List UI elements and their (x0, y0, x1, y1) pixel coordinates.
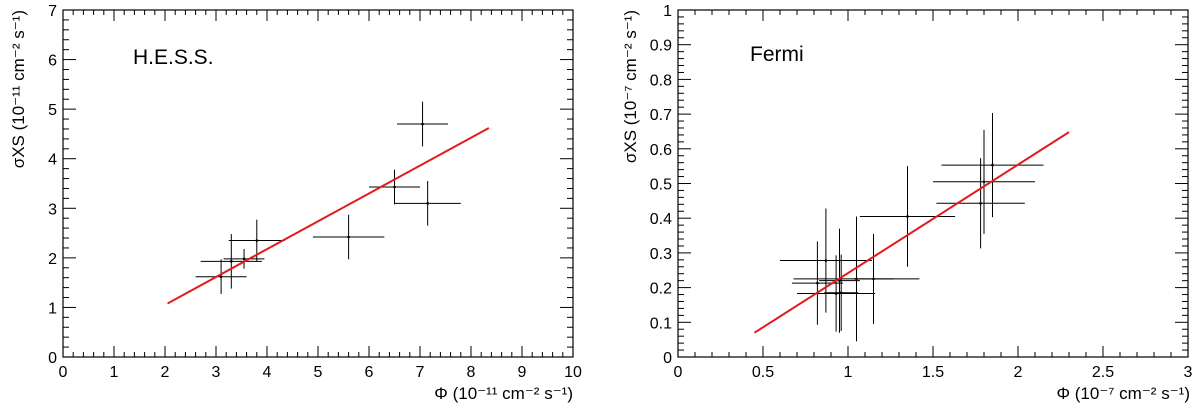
hess-x-tick-label: 7 (416, 364, 425, 381)
fermi-y-tick-label: 1 (663, 3, 672, 20)
hess-data-point (195, 259, 247, 295)
hess-error-bars (195, 101, 461, 295)
hess-x-tick-label: 1 (110, 364, 119, 381)
fermi-y-tick-label: 0.7 (650, 107, 672, 124)
fermi-data-point (936, 158, 1025, 249)
hess-y-tick-label: 3 (48, 201, 57, 218)
fermi-x-axis-label: Φ (10⁻⁷ cm⁻² s⁻¹) (1056, 384, 1190, 403)
hess-point-marker (393, 185, 396, 189)
hess-x-tick-label: 2 (161, 364, 170, 381)
fermi-y-axis-label: σXS (10⁻⁷ cm⁻² s⁻¹) (621, 10, 640, 163)
hess-data-point (394, 181, 461, 226)
fermi-error-bars (780, 113, 1044, 342)
fermi-data-point (859, 166, 956, 267)
hess-chart: 0 1 2 3 4 5 6 7 8 9 10 0 1 2 3 4 5 6 7 H.E.S.S. Φ (10⁻¹¹ c… (9, 3, 582, 403)
hess-y-tick-label: 6 (48, 53, 57, 70)
hess-plot-frame (62, 9, 574, 358)
hess-data-point (223, 248, 265, 269)
hess-fit-line-group (167, 127, 490, 305)
hess-y-tick-label: 7 (48, 3, 57, 20)
fermi-x-tick-label: 2 (1014, 364, 1023, 381)
hess-x-tick-label: 5 (314, 364, 323, 381)
fermi-data-point (853, 233, 894, 325)
hess-x-tick-label: 10 (564, 364, 582, 381)
hess-point-marker (347, 235, 350, 239)
fermi-fit-line-group (753, 131, 1070, 334)
fermi-point-marker (824, 259, 828, 262)
fermi-y-tick-label: 0.6 (650, 142, 672, 159)
hess-x-tick-label: 4 (263, 364, 272, 381)
fermi-point-marker (991, 163, 994, 167)
hess-x-tick-label: 0 (59, 364, 68, 381)
fermi-fit-line (753, 131, 1070, 334)
hess-y-tick-label: 4 (48, 152, 57, 169)
hess-point-marker (230, 260, 233, 263)
hess-data-point (397, 101, 449, 147)
fermi-point-marker (839, 291, 843, 295)
fermi-x-tick-label: 1.5 (922, 364, 944, 381)
hess-y-tick-label: 5 (48, 102, 57, 119)
fermi-x-tick-label: 3 (1184, 364, 1193, 381)
fermi-y-tick-label: 0.4 (650, 211, 672, 228)
hess-y-tick-label: 2 (48, 251, 57, 268)
fermi-chart: 0 0.5 1 1.5 2 2.5 3 0 0.1 0.2 0.3 0.4 0.5 0.6 0.7 0.8 0.… (621, 3, 1193, 403)
hess-y-tick-label: 1 (48, 300, 57, 317)
hess-x-tick-label: 9 (518, 364, 527, 381)
fermi-chart-panel: 0 0.5 1 1.5 2 2.5 3 0 0.1 0.2 0.3 0.4 0.5 0.6 0.7 0.8 0.… (600, 0, 1200, 406)
fermi-y-tick-label: 0.5 (650, 177, 672, 194)
hess-tick-labels: 0 1 2 3 4 5 6 7 8 9 10 0 1 2 3 4 5 6 7 (48, 3, 582, 381)
fermi-point-marker (979, 201, 982, 205)
fermi-data-point (791, 241, 843, 325)
hess-data-point (312, 214, 385, 260)
hess-x-tick-label: 6 (365, 364, 374, 381)
fermi-y-tick-label: 0.3 (650, 246, 672, 263)
hess-y-tick-label: 0 (48, 350, 57, 367)
hess-ticks (62, 9, 574, 358)
hess-x-tick-label: 3 (212, 364, 221, 381)
hess-point-marker (219, 275, 223, 278)
hess-x-tick-label: 8 (467, 364, 476, 381)
fermi-data-point (941, 113, 1044, 218)
fermi-point-marker (906, 215, 909, 218)
fermi-data-point (819, 228, 860, 333)
fermi-point-marker (816, 281, 819, 285)
hess-data-point (369, 169, 420, 205)
fermi-data-point (824, 254, 859, 331)
hess-point-marker (421, 122, 424, 126)
fermi-y-tick-label: 0.1 (650, 315, 672, 332)
fermi-point-marker (872, 277, 875, 281)
fermi-y-tick-label: 0.8 (650, 72, 672, 89)
fermi-point-marker (982, 180, 986, 184)
fermi-panel-label: Fermi (750, 43, 804, 66)
hess-point-marker (426, 202, 429, 205)
fermi-y-tick-label: 0.9 (650, 38, 672, 55)
fermi-y-tick-label: 0 (663, 350, 672, 367)
hess-y-axis-label: σXS (10⁻¹¹ cm⁻² s⁻¹) (9, 10, 28, 168)
hess-data-point (200, 234, 262, 289)
fermi-x-tick-label: 0.5 (752, 364, 774, 381)
hess-chart-panel: 0 1 2 3 4 5 6 7 8 9 10 0 1 2 3 4 5 6 7 H.E.S.S. Φ (10⁻¹¹ c… (9, 3, 582, 403)
hess-x-axis-label: Φ (10⁻¹¹ cm⁻² s⁻¹) (434, 384, 573, 403)
fermi-x-tick-label: 1 (844, 364, 853, 381)
fermi-tick-labels: 0 0.5 1 1.5 2 2.5 3 0 0.1 0.2 0.3 0.4 0.5 0.6 0.7 0.8 0.… (650, 3, 1193, 381)
hess-fit-line (167, 127, 490, 305)
hess-point-marker (242, 257, 246, 261)
fermi-x-tick-label: 0 (674, 364, 683, 381)
fermi-y-tick-label: 0.2 (650, 281, 672, 298)
fermi-data-point (933, 129, 1035, 234)
fermi-ticks (677, 9, 1189, 358)
hess-point-marker (255, 239, 259, 242)
hess-panel-label: H.E.S.S. (133, 46, 214, 69)
fermi-x-tick-label: 2.5 (1092, 364, 1114, 381)
